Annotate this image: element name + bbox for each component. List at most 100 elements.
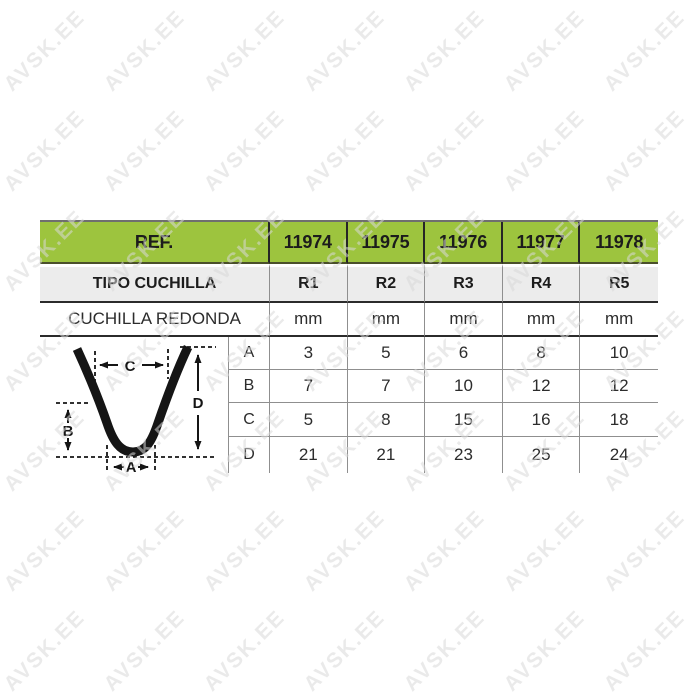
watermark-text: AVSK.EE — [399, 505, 490, 596]
tipo-value-cell: R1 — [270, 264, 348, 303]
value: 5 — [381, 342, 391, 362]
unit-mm: mm — [294, 308, 323, 328]
watermark-text: AVSK.EE — [0, 605, 90, 696]
dim-label-d: D — [193, 395, 204, 412]
watermark-text: AVSK.EE — [599, 5, 690, 96]
ref-11976: 11976 — [438, 231, 488, 252]
value: 8 — [381, 409, 391, 429]
value-cell: 18 — [580, 403, 658, 437]
dim-label-c: C — [125, 358, 136, 375]
shape-header-cell: CUCHILLA REDONDA — [40, 303, 270, 337]
watermark-text: AVSK.EE — [599, 505, 690, 596]
shape-label: CUCHILLA REDONDA — [68, 308, 241, 328]
value: 12 — [531, 376, 551, 395]
ref-value-cell: 11974 — [270, 222, 348, 264]
dim-d: D — [243, 446, 255, 463]
watermark-text: AVSK.EE — [299, 5, 390, 96]
unit-mm: mm — [605, 308, 634, 328]
watermark-text: AVSK.EE — [0, 505, 90, 596]
watermark-text: AVSK.EE — [0, 5, 90, 96]
watermark-text: AVSK.EE — [499, 605, 590, 696]
unit-mm: mm — [449, 308, 478, 328]
value: 3 — [303, 342, 314, 362]
value-cell: 12 — [580, 370, 658, 403]
unit-cell: mm — [502, 303, 581, 337]
watermark-text: AVSK.EE — [299, 505, 390, 596]
watermark-text: AVSK.EE — [599, 605, 690, 696]
watermark-text: AVSK.EE — [399, 5, 490, 96]
value: 25 — [531, 445, 551, 464]
value-cell: 25 — [503, 437, 581, 473]
value-cell: 8 — [502, 336, 581, 370]
value: 6 — [458, 342, 469, 362]
value-cell: 12 — [502, 370, 581, 403]
value-cell: 15 — [425, 403, 503, 437]
value: 23 — [454, 445, 473, 464]
tipo-value-cell: R3 — [425, 264, 503, 303]
value-cell: 21 — [348, 437, 426, 473]
value: 12 — [609, 376, 629, 395]
watermark-text: AVSK.EE — [199, 505, 290, 596]
watermark-text: AVSK.EE — [299, 605, 390, 696]
tipo-r2: R2 — [375, 275, 397, 292]
ref-value-cell: 11977 — [502, 222, 581, 264]
watermark-text: AVSK.EE — [99, 505, 190, 596]
value-cell: 10 — [425, 370, 503, 403]
ref-header-cell: REF. — [40, 222, 270, 264]
value: 7 — [303, 376, 314, 395]
tipo-value-cell: R2 — [347, 264, 426, 303]
dim-label-b: B — [63, 423, 74, 440]
tipo-value-cell: R5 — [580, 264, 658, 303]
dim-a: A — [243, 343, 255, 361]
value-cell: 5 — [347, 336, 426, 370]
ref-value-cell: 11978 — [580, 222, 658, 264]
value-cell: 23 — [425, 437, 503, 473]
ref-11977: 11977 — [516, 231, 565, 252]
ref-11974: 11974 — [283, 231, 332, 252]
watermark-text: AVSK.EE — [199, 5, 290, 96]
dim-b: B — [243, 377, 255, 394]
tipo-r3: R3 — [453, 275, 474, 292]
dim-row-label: A — [228, 336, 270, 370]
watermark-text: AVSK.EE — [99, 105, 190, 196]
unit-cell: mm — [270, 303, 348, 337]
blade-profile-drawing: C D B A — [56, 344, 216, 473]
watermark-text: AVSK.EE — [199, 105, 290, 196]
watermark-text: AVSK.EE — [99, 5, 190, 96]
value-cell: 8 — [347, 403, 426, 437]
blade-outline — [72, 344, 193, 457]
tipo-r5: R5 — [608, 275, 630, 292]
dim-row-label: D — [228, 437, 270, 473]
tipo-value-cell: R4 — [502, 264, 581, 303]
value: 5 — [303, 409, 314, 429]
watermark-text: AVSK.EE — [499, 105, 590, 196]
dim-row-label: B — [228, 370, 270, 403]
watermark-text: AVSK.EE — [199, 605, 290, 696]
value: 21 — [376, 445, 396, 464]
value: 7 — [381, 376, 391, 395]
value-cell: 7 — [270, 370, 348, 403]
tipo-r4: R4 — [530, 275, 552, 292]
blade-diagram: C D B A — [40, 337, 228, 474]
value: 21 — [298, 445, 318, 464]
watermark-text: AVSK.EE — [499, 5, 590, 96]
unit-mm: mm — [526, 308, 556, 328]
value-cell: 21 — [270, 437, 348, 473]
dim-row-label: C — [228, 403, 270, 437]
watermark-text: AVSK.EE — [399, 105, 490, 196]
ref-label: REF. — [134, 231, 174, 252]
tipo-r1: R1 — [298, 275, 319, 292]
watermark-text: AVSK.EE — [399, 605, 490, 696]
dim-label-a: A — [126, 459, 137, 473]
ref-11978: 11978 — [595, 231, 644, 252]
value: 16 — [531, 409, 551, 429]
value: 24 — [609, 445, 629, 464]
watermark-text: AVSK.EE — [0, 105, 90, 196]
value-cell: 16 — [502, 403, 581, 437]
unit-cell: mm — [425, 303, 503, 337]
value-cell: 6 — [425, 336, 503, 370]
value-cell: 24 — [580, 437, 658, 473]
value: 18 — [609, 409, 629, 429]
ref-value-cell: 11975 — [347, 222, 426, 264]
dim-c: C — [243, 410, 255, 428]
